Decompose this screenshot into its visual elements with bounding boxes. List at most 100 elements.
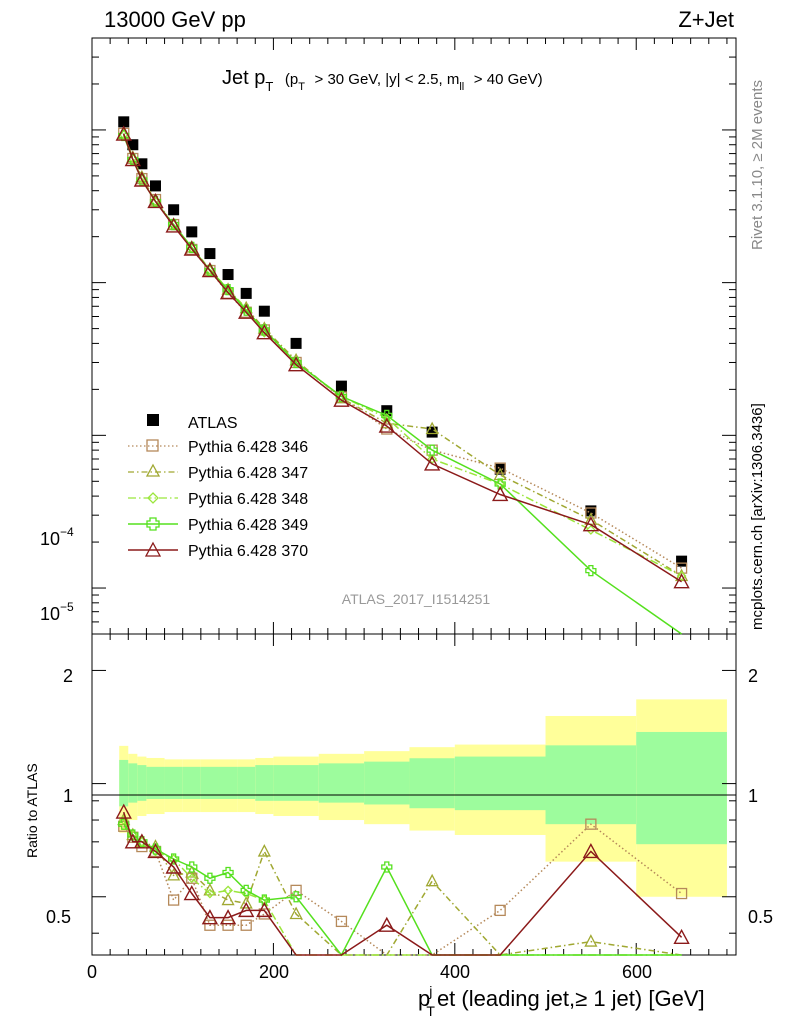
ratio-series-point-pythia-6-428-370 xyxy=(147,842,164,859)
ratio-band-green xyxy=(164,766,183,799)
title-rest-sub: ll xyxy=(459,81,464,93)
ratio-series-point-pythia-6-428-370 xyxy=(378,916,395,932)
main-series-point-atlas xyxy=(585,505,597,517)
title-cut-sub: T xyxy=(298,81,305,93)
ratio-ytick-left-05: 0.5 xyxy=(46,907,71,927)
ratio-ytick-left-2: 2 xyxy=(63,666,73,686)
ratio-series-point-pythia-6-428-346 xyxy=(675,887,688,900)
title-cut: (p xyxy=(285,71,298,88)
ratio-band-green xyxy=(119,759,129,807)
ratio-series-point-pythia-6-428-370 xyxy=(582,842,600,859)
ratio-band-green xyxy=(545,745,637,825)
ratio-band-green xyxy=(318,763,365,803)
main-series-point-atlas xyxy=(676,555,688,567)
ratio-series-point-pythia-6-428-370 xyxy=(124,833,141,849)
ratio-series-point-pythia-6-428-349 xyxy=(186,861,198,873)
process-label: Z+Jet xyxy=(678,7,734,32)
ratio-band-green xyxy=(146,766,165,799)
ratio-series-point-pythia-6-428-346 xyxy=(585,818,597,830)
main-series-point-pythia-6-428-370 xyxy=(115,125,132,141)
title-main-sub: T xyxy=(265,79,273,94)
main-series-point-pythia-6-428-349 xyxy=(494,478,506,490)
ratio-series-point-pythia-6-428-349 xyxy=(204,872,216,884)
main-series-point-pythia-6-428-370 xyxy=(201,262,219,278)
ratio-ytick-left-1: 1 xyxy=(63,786,73,806)
ratio-series-point-pythia-6-428-346 xyxy=(494,904,506,917)
ratio-band-green xyxy=(200,766,219,799)
main-series-point-pythia-6-428-370 xyxy=(378,417,395,433)
legend-marker-348 xyxy=(147,492,159,504)
analysis-label: ATLAS_2017_I1514251 xyxy=(342,591,491,607)
main-series-point-pythia-6-428-346 xyxy=(675,562,688,574)
ratio-series-line-pythia-6-428-370 xyxy=(122,811,683,956)
main-series-point-atlas xyxy=(290,337,302,349)
main-series-point-pythia-6-428-346 xyxy=(494,462,506,474)
main-axes xyxy=(91,37,736,634)
main-series-point-atlas xyxy=(149,180,161,192)
main-series-point-pythia-6-428-349 xyxy=(426,444,438,456)
ratio-series-point-pythia-6-428-349 xyxy=(290,891,302,903)
main-series-point-atlas xyxy=(204,248,216,260)
main-series-group xyxy=(115,116,690,635)
ratio-series-point-pythia-6-428-348 xyxy=(204,888,215,899)
xtick-0: 0 xyxy=(87,962,97,982)
ratio-series-point-pythia-6-428-370 xyxy=(115,803,132,819)
ratio-series-point-pythia-6-428-370 xyxy=(256,901,273,918)
ratio-band-green xyxy=(409,758,455,809)
xtick-200: 200 xyxy=(259,962,289,982)
main-series-point-pythia-6-428-370 xyxy=(219,284,237,300)
ratio-series-point-pythia-6-428-347 xyxy=(584,934,598,947)
ratio-series-point-pythia-6-428-347 xyxy=(425,873,439,887)
ratio-series-point-pythia-6-428-349 xyxy=(240,884,252,897)
ratio-band-green xyxy=(182,766,201,799)
ratio-series-point-pythia-6-428-347 xyxy=(221,892,235,906)
energy-label: 13000 GeV pp xyxy=(104,7,246,32)
main-series-point-pythia-6-428-370 xyxy=(133,171,151,187)
ratio-series-point-pythia-6-428-347 xyxy=(257,844,271,857)
main-ytick-1e-4: 10−4 xyxy=(40,525,74,549)
main-series-point-pythia-6-428-370 xyxy=(256,324,273,340)
title-main: Jet p xyxy=(222,67,265,89)
ratio-band-green xyxy=(137,765,147,801)
ratio-series-point-pythia-6-428-370 xyxy=(183,885,200,901)
ratio-series-point-pythia-6-428-370 xyxy=(238,901,255,918)
main-series-point-pythia-6-428-370 xyxy=(582,516,600,532)
ratio-series-point-pythia-6-428-348 xyxy=(186,873,197,884)
x-axis-label: pj Tet (leading jet,≥ 1 jet) [GeV] xyxy=(418,983,705,1019)
ratio-series-point-pythia-6-428-349 xyxy=(118,818,130,830)
main-series-point-atlas xyxy=(118,116,130,128)
ratio-ytick-right-05: 0.5 xyxy=(748,907,773,927)
main-ytick-1e-5: 10−5 xyxy=(40,600,74,624)
ratio-band-green xyxy=(454,756,546,811)
main-series-point-atlas xyxy=(258,305,270,317)
ratio-series-point-pythia-6-428-346 xyxy=(335,915,348,928)
ratio-series-point-pythia-6-428-370 xyxy=(673,928,690,945)
ratio-series-point-pythia-6-428-349 xyxy=(381,861,393,873)
legend-label-346: Pythia 6.428 346 xyxy=(188,439,308,456)
legend-marker-347 xyxy=(145,463,161,477)
ratio-series-point-pythia-6-428-346 xyxy=(240,919,252,931)
main-series-point-pythia-6-428-348 xyxy=(676,571,687,581)
xtick-600: 600 xyxy=(622,962,652,982)
side-label-mcplots: mcplots.cern.ch [arXiv:1306.3436] xyxy=(749,403,766,630)
ratio-series-group xyxy=(115,803,690,957)
ratio-series-point-pythia-6-428-348 xyxy=(223,885,233,896)
ratio-series-point-pythia-6-428-347 xyxy=(289,906,303,920)
title-end: > 40 GeV) xyxy=(474,71,543,88)
ratio-series-point-pythia-6-428-370 xyxy=(219,909,237,925)
main-series-point-pythia-6-428-349 xyxy=(585,564,597,577)
main-series-point-pythia-6-428-370 xyxy=(124,151,141,167)
xtick-400: 400 xyxy=(440,962,470,982)
ratio-series-point-pythia-6-428-370 xyxy=(201,909,219,925)
main-series-line-pythia-6-428-347 xyxy=(123,133,682,577)
ratio-series-point-pythia-6-428-346 xyxy=(290,884,302,897)
ratio-series-point-pythia-6-428-346 xyxy=(204,919,216,931)
legend-marker-346 xyxy=(146,439,159,452)
main-series-point-pythia-6-428-349 xyxy=(381,409,393,422)
ratio-series-point-pythia-6-428-370 xyxy=(133,833,151,849)
legend-label-atlas: ATLAS xyxy=(188,415,238,432)
ratio-series-point-pythia-6-428-347 xyxy=(203,882,217,896)
main-series-point-pythia-6-428-347 xyxy=(425,421,439,435)
main-series-point-atlas xyxy=(127,139,139,151)
main-series-point-pythia-6-428-370 xyxy=(287,356,305,372)
